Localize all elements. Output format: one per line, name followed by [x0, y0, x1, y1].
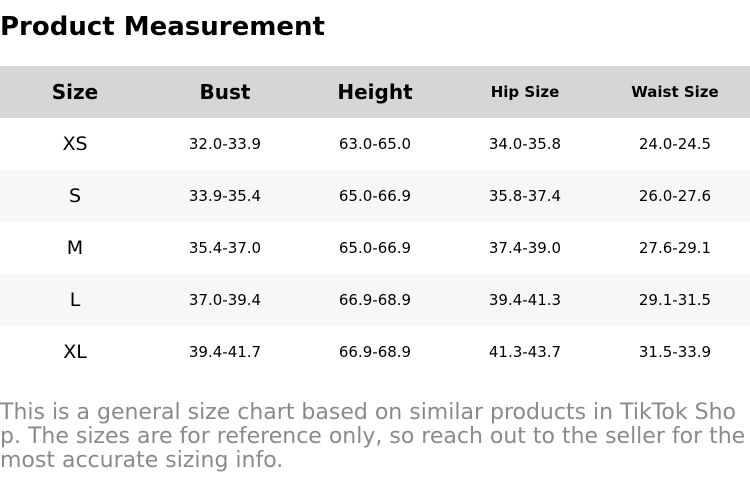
table-cell: 29.1-31.5: [638, 291, 712, 309]
table-cell: 66.9-68.9: [338, 343, 412, 361]
column-header: Waist Size: [631, 83, 719, 101]
table-cell: M: [66, 237, 84, 259]
table-cell: 32.0-33.9: [188, 135, 262, 153]
table-row: S 33.9-35.4 65.0-66.9 35.8-37.4 26.0-27.6: [0, 170, 750, 222]
table-cell: 39.4-41.3: [488, 291, 562, 309]
table-cell: XS: [62, 133, 88, 155]
table-cell: 35.4-37.0: [188, 239, 262, 257]
table-row: XS 32.0-33.9 63.0-65.0 34.0-35.8 24.0-24.5: [0, 118, 750, 170]
size-chart-table: Size Bust Height Hip Size Waist Size XS 32.0-…: [0, 66, 750, 378]
table-cell: 24.0-24.5: [638, 135, 712, 153]
table-cell: 34.0-35.8: [488, 135, 562, 153]
table-cell: 31.5-33.9: [638, 343, 712, 361]
table-body: XS 32.0-33.9 63.0-65.0 34.0-35.8 24.0-24.5 S 3…: [0, 118, 750, 378]
table-cell: XL: [63, 341, 87, 363]
table-cell: 26.0-27.6: [638, 187, 712, 205]
table-cell: 39.4-41.7: [188, 343, 262, 361]
table-cell: 35.8-37.4: [488, 187, 562, 205]
table-cell: 66.9-68.9: [338, 291, 412, 309]
table-row: M 35.4-37.0 65.0-66.9 37.4-39.0 27.6-29.1: [0, 222, 750, 274]
table-cell: 33.9-35.4: [188, 187, 262, 205]
size-chart-note: This is a general size chart based on si…: [0, 400, 746, 473]
column-header: Bust: [199, 80, 251, 104]
table-cell: 65.0-66.9: [338, 187, 412, 205]
table-cell: 63.0-65.0: [338, 135, 412, 153]
table-cell: 65.0-66.9: [338, 239, 412, 257]
table-row: XL 39.4-41.7 66.9-68.9 41.3-43.7 31.5-33.9: [0, 326, 750, 378]
table-row: L 37.0-39.4 66.9-68.9 39.4-41.3 29.1-31.5: [0, 274, 750, 326]
table-cell: 27.6-29.1: [638, 239, 712, 257]
page-title: Product Measurement: [0, 12, 325, 42]
column-header: Size: [51, 80, 99, 104]
table-cell: 37.4-39.0: [488, 239, 562, 257]
column-header: Hip Size: [490, 83, 560, 101]
table-header-row: Size Bust Height Hip Size Waist Size: [0, 66, 750, 118]
table-cell: 41.3-43.7: [488, 343, 562, 361]
column-header: Height: [337, 80, 413, 104]
table-cell: L: [69, 289, 81, 311]
table-cell: S: [68, 185, 82, 207]
table-cell: 37.0-39.4: [188, 291, 262, 309]
